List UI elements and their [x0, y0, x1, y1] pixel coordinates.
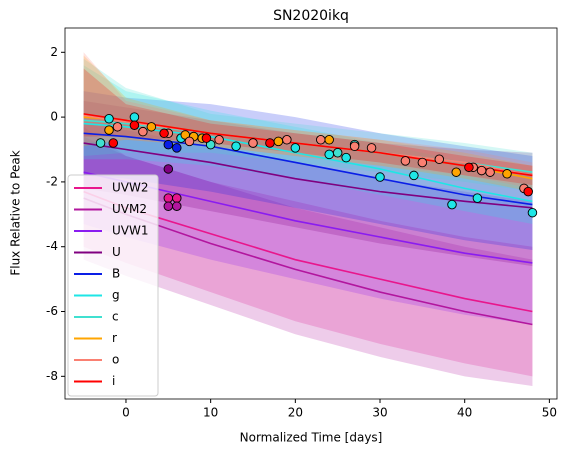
observation-point	[349, 141, 360, 152]
observation-point	[400, 156, 411, 166]
observation-point	[434, 154, 445, 164]
observation-point	[447, 199, 457, 210]
observation-point	[129, 120, 140, 130]
observation-point	[290, 143, 301, 153]
x-tick-label: 10	[203, 406, 218, 420]
observation-point	[214, 135, 224, 145]
y-tick-label: -2	[46, 174, 58, 188]
legend-label: r	[112, 331, 117, 345]
legend-label: UVW2	[112, 181, 149, 195]
observation-point	[527, 207, 538, 218]
observation-point	[184, 136, 195, 147]
observation-point	[104, 113, 114, 124]
y-axis-label: Flux Relative to Peak	[9, 150, 23, 275]
x-tick-label: 0	[122, 406, 130, 420]
uncertainty-band	[83, 136, 533, 387]
legend-label: c	[112, 310, 119, 324]
observation-point	[324, 149, 334, 160]
legend-label: UVM2	[112, 202, 147, 216]
y-tick-label: -8	[46, 369, 58, 383]
legend-label: i	[112, 374, 115, 388]
observation-point	[163, 164, 174, 174]
observation-point	[485, 167, 495, 177]
y-tick-label: -6	[46, 304, 58, 318]
x-axis-label: Normalized Time [days]	[240, 431, 383, 445]
observation-point	[172, 193, 182, 203]
line	[83, 132, 533, 206]
legend-label: U	[112, 245, 121, 259]
observation-point	[366, 143, 377, 153]
observation-point	[472, 193, 483, 203]
observation-point	[231, 141, 241, 152]
chart-title: SN2020ikq	[273, 8, 349, 24]
observation-point	[159, 128, 169, 139]
plot	[83, 52, 538, 387]
observation-point	[332, 147, 343, 158]
observation-point	[341, 152, 351, 163]
legend-label: UVW1	[112, 224, 149, 238]
observation-point	[265, 138, 275, 148]
uncertainty-band	[83, 126, 533, 377]
observation-point	[163, 193, 174, 203]
observation-point	[324, 135, 334, 145]
observation-point	[409, 170, 419, 181]
observation-point	[201, 133, 212, 143]
plot-frame	[64, 27, 558, 400]
observation-point	[205, 139, 216, 150]
observation-point	[172, 201, 182, 211]
observation-point	[138, 126, 148, 137]
line	[83, 142, 533, 209]
observation-point	[104, 125, 114, 135]
legend-label: B	[112, 267, 120, 281]
legend-label: g	[112, 288, 120, 302]
uncertainty-band	[83, 100, 533, 267]
observation-point	[282, 135, 292, 145]
observation-point	[248, 138, 258, 148]
y-tick-label: -4	[46, 239, 58, 253]
uncertainty-band	[83, 68, 533, 186]
observation-point	[523, 186, 533, 197]
observation-point	[163, 201, 174, 211]
observation-point	[451, 167, 461, 177]
x-tick-label: 40	[457, 406, 472, 420]
observation-point	[315, 135, 326, 145]
observation-point	[95, 138, 106, 148]
x-tick-label: 30	[372, 406, 387, 420]
observation-point	[464, 162, 474, 173]
observation-point	[129, 112, 140, 122]
observation-point	[273, 136, 284, 147]
x-tick-label: 20	[288, 406, 303, 420]
x-tick-label: 50	[542, 406, 557, 420]
observation-point	[502, 169, 512, 179]
observation-point	[375, 172, 385, 182]
observation-point	[163, 139, 174, 150]
observation-point	[417, 157, 428, 168]
legend-label: o	[112, 353, 119, 367]
observation-point	[146, 122, 157, 132]
y-tick-label: 0	[50, 110, 58, 124]
observation-point	[476, 165, 487, 176]
uncertainty-band	[83, 52, 533, 189]
y-tick-label: 2	[50, 45, 58, 59]
line	[83, 122, 533, 203]
observation-point	[172, 143, 182, 153]
observation-point	[108, 138, 119, 148]
observation-point	[112, 122, 123, 132]
